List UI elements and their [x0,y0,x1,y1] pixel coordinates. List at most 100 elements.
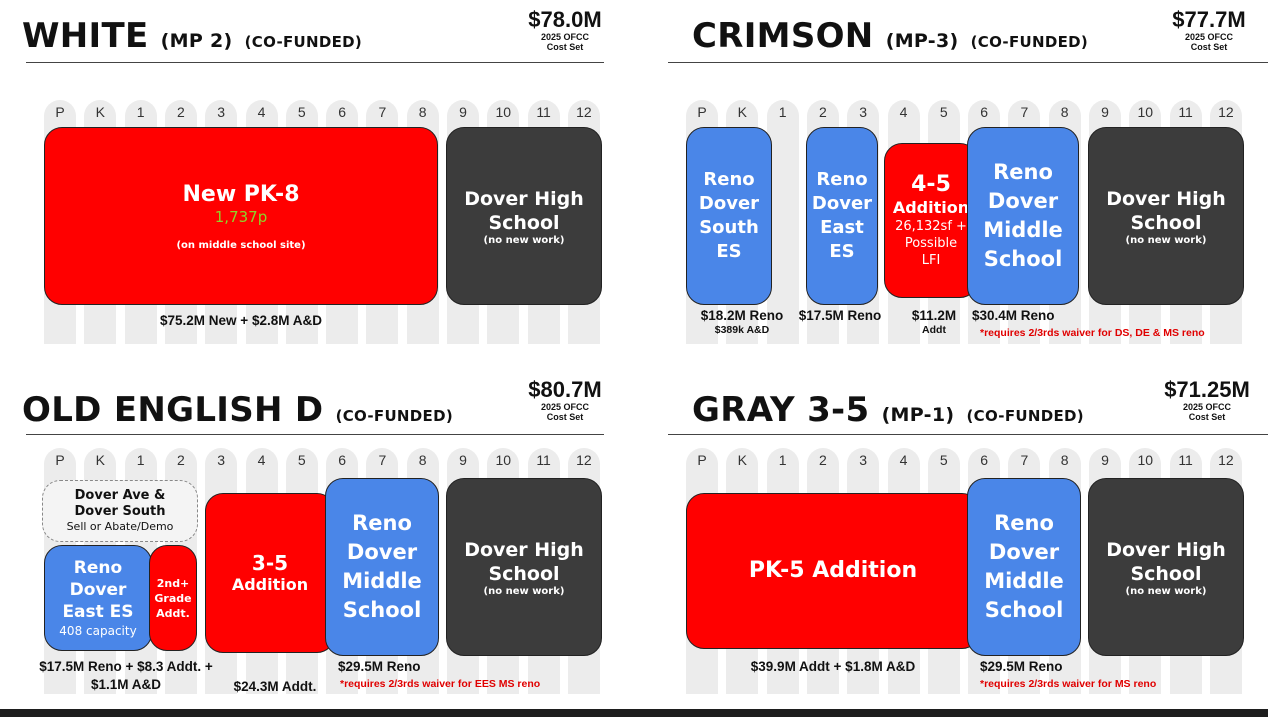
block-reno-dover-middle-school: Reno Dover Middle School [967,127,1079,305]
cost-caption: $75.2M New + $2.8M A&D [160,313,322,328]
block-note: (on middle school site) [176,239,306,251]
grade-label: P [55,452,65,468]
grade-label: 11 [536,104,551,120]
block-label: Dover High [1106,538,1226,561]
block-label: Reno [703,169,755,190]
block-label: New PK-8 [182,181,300,207]
grade-label: 6 [980,104,988,120]
cost-caption: $39.9M Addt + $1.8M A&D [750,659,916,674]
cost-subtitle: 2025 OFCC [1184,32,1234,42]
block-label: Dover High [464,187,584,210]
grade-label: 11 [536,452,551,468]
grade-label: 10 [1137,104,1154,120]
block-label: Dover Ave & [74,488,166,503]
grade-label: 3 [217,104,226,120]
block-label: School [984,598,1064,622]
block-label: Addition [892,198,970,217]
grade-label: 10 [495,104,512,120]
block-label: School [488,211,560,234]
block-label: PK-5 Addition [748,558,918,583]
grade-label: 1 [136,104,145,120]
grade-label: 6 [338,104,346,120]
grade-label: 10 [1137,452,1154,468]
cost-subtitle: Cost Set [546,412,584,422]
cost-caption: $18.2M Reno [700,308,784,323]
block-label: 2nd+ [156,576,190,590]
grade-label: 4 [257,452,266,468]
block-dover-ave-dover-south: Dover Ave & Dover South Sell or Abate/De… [42,480,198,542]
block-label: Reno [993,160,1053,184]
block-reno-dover-middle-school: Reno Dover Middle School [967,478,1081,656]
block-label: School [342,598,422,622]
block-label: Dover [69,580,127,600]
grade-label: 7 [378,104,387,120]
block-capacity: 1,737p [214,207,268,226]
block-note: (no new work) [1125,585,1207,597]
bottom-bar [0,709,1268,717]
cost-caption: $29.5M Reno [338,659,421,674]
cost-amount: $77.7M [1172,7,1246,32]
panel-crimson: CRIMSON (MP-3) (CO-FUNDED) $77.7M 2025 O… [642,0,1268,344]
block-label: School [983,247,1063,271]
block-dover-high-school: Dover High School (no new work) [446,127,602,305]
grade-label: P [697,452,707,468]
grade-label: 9 [459,452,467,468]
cost-caption: $17.5M Reno [798,308,882,323]
cost-total: $71.25M 2025 OFCC Cost Set [1162,378,1252,423]
block-label: Dover [346,540,418,564]
block-reno-dover-east-es: Reno Dover East ES 408 capacity [44,545,152,651]
cost-amount: $78.0M [528,7,602,32]
cost-caption: $1.1M A&D [90,677,162,692]
cost-caption: $29.5M Reno [980,659,1063,674]
grade-label: 12 [576,104,592,120]
waiver-note: *requires 2/3rds waiver for MS reno [980,678,1157,690]
block-label: South [699,217,759,238]
cost-caption: Addt [922,324,946,336]
cost-subtitle: 2025 OFCC [1182,402,1232,412]
grade-label: 12 [1218,104,1234,120]
title-funding: (CO-FUNDED) [970,33,1089,51]
block-label: School [1130,211,1202,234]
title-suffix: (MP-1) [881,404,955,426]
cost-caption: $30.4M Reno [972,308,1055,323]
grade-label: 9 [1101,452,1109,468]
grade-label: 1 [136,452,145,468]
grade-label: 8 [418,104,427,120]
divider [26,434,604,435]
cost-caption: $24.3M Addt. [233,679,317,694]
waiver-note: *requires 2/3rds waiver for DS, DE & MS … [980,327,1205,339]
grade-label: 10 [495,452,512,468]
cost-total: $80.7M 2025 OFCC Cost Set [520,378,610,423]
block-label: School [488,562,560,585]
block-dover-high-school: Dover High School (no new work) [446,478,602,656]
waiver-note: *requires 2/3rds waiver for EES MS reno [340,678,541,690]
block-pk-5-addition: PK-5 Addition [686,493,980,649]
cost-subtitle: 2025 OFCC [540,402,590,412]
grade-label: 11 [1178,452,1193,468]
grade-label: K [95,452,105,468]
block-note: (no new work) [483,234,565,246]
cost-caption: $17.5M Reno + $8.3 Addt. + [39,659,213,674]
block-reno-dover-middle-school: Reno Dover Middle School [325,478,439,656]
block-4-5-addition: 4-5 Addition 26,132sf + Possible LFI [884,143,978,298]
block-dover-high-school: Dover High School (no new work) [1088,127,1244,305]
block-label: Dover [987,189,1059,213]
block-label: Dover High [464,538,584,561]
grade-label: 3 [859,104,868,120]
block-label: Reno [352,511,412,535]
grade-label: 9 [459,104,467,120]
block-reno-dover-south-es: Reno Dover South ES [686,127,772,305]
title-main: CRIMSON [692,16,874,56]
title-suffix: (MP 2) [160,30,233,52]
grade-label: 5 [297,452,306,468]
title-main: WHITE [22,16,149,56]
block-label: Addition [231,575,309,594]
block-label: Dover South [74,504,166,519]
block-label: East [820,217,864,238]
panel-title: WHITE (MP 2) (CO-FUNDED) [22,16,362,56]
panel-gray-3-5: GRAY 3-5 (MP-1) (CO-FUNDED) $71.25M 2025… [642,350,1268,694]
block-3-5-addition: 3-5 Addition [205,493,335,653]
grade-label: 4 [899,452,908,468]
panel-title: GRAY 3-5 (MP-1) (CO-FUNDED) [692,390,1084,430]
block-note: (no new work) [1125,234,1207,246]
